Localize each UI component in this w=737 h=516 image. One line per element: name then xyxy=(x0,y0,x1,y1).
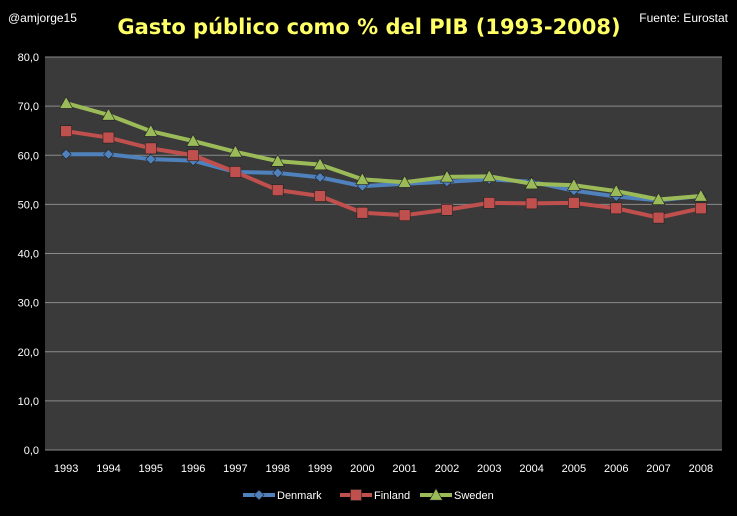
legend-label-denmark: Denmark xyxy=(277,490,322,502)
data-point-finland xyxy=(102,131,115,144)
data-point-sweden xyxy=(355,172,370,185)
series-line-sweden xyxy=(64,101,703,202)
data-point-finland xyxy=(60,125,72,137)
source-label: Fuente: Eurostat xyxy=(639,11,728,25)
data-point-finland xyxy=(568,197,580,209)
x-tick-label: 1998 xyxy=(265,463,289,475)
data-point-sweden xyxy=(59,96,74,109)
data-point-sweden xyxy=(397,175,412,188)
data-point-finland xyxy=(695,202,707,215)
gridlines xyxy=(45,56,722,451)
data-point-sweden xyxy=(228,144,243,158)
y-tick-label: 50,0 xyxy=(18,199,39,211)
legend: Denmark Finland Sweden xyxy=(243,487,494,502)
x-tick-label: 1997 xyxy=(223,463,247,475)
x-tick-label: 2001 xyxy=(392,463,416,475)
data-point-denmark xyxy=(272,167,284,179)
x-tick-label: 2008 xyxy=(689,463,713,475)
data-point-sweden xyxy=(270,154,285,167)
data-point-denmark xyxy=(60,148,72,160)
data-point-sweden xyxy=(609,183,624,197)
y-tick-label: 80,0 xyxy=(18,52,39,64)
y-tick-label: 10,0 xyxy=(18,396,39,408)
legend-label-finland: Finland xyxy=(374,490,410,502)
y-tick-label: 60,0 xyxy=(18,150,39,162)
series-line-finland xyxy=(64,129,703,220)
data-point-finland xyxy=(314,190,326,202)
data-point-sweden xyxy=(143,124,158,137)
x-tick-label: 2004 xyxy=(519,463,543,475)
data-point-finland xyxy=(229,166,242,178)
series-sweden xyxy=(59,96,708,205)
data-point-sweden xyxy=(101,107,116,121)
data-point-finland xyxy=(525,197,538,210)
x-tick-label: 1999 xyxy=(308,463,332,475)
series-layer xyxy=(59,96,708,224)
y-tick-label: 0,0 xyxy=(24,445,39,457)
legend-label-sweden: Sweden xyxy=(454,490,494,502)
x-tick-label: 1993 xyxy=(54,463,78,475)
data-point-finland xyxy=(398,209,411,221)
data-point-finland xyxy=(652,211,665,224)
x-tick-label: 2002 xyxy=(435,463,459,475)
y-tick-label: 70,0 xyxy=(18,101,39,113)
legend-marker-denmark xyxy=(253,489,265,501)
x-tick-label: 2005 xyxy=(562,463,586,475)
x-axis-tick-labels: 1993 1994 1995 1996 1997 1998 1999 2000 2001 2002… xyxy=(54,463,713,475)
data-point-denmark xyxy=(314,171,326,183)
x-tick-label: 2006 xyxy=(604,463,628,475)
data-point-denmark xyxy=(145,153,157,165)
data-point-sweden xyxy=(482,169,497,182)
data-point-sweden xyxy=(693,188,708,202)
x-tick-label: 1994 xyxy=(96,463,120,475)
series-line-denmark xyxy=(64,152,703,203)
data-point-sweden xyxy=(313,157,328,171)
chart-title: Gasto público como % del PIB (1993-2008) xyxy=(117,15,620,39)
data-point-finland xyxy=(483,197,496,209)
series-finland xyxy=(60,125,707,224)
y-tick-label: 30,0 xyxy=(18,298,39,310)
data-point-finland xyxy=(356,206,369,219)
y-tick-label: 40,0 xyxy=(18,249,39,261)
data-point-finland xyxy=(441,203,453,216)
data-point-finland xyxy=(610,202,623,215)
data-point-sweden xyxy=(524,176,539,190)
data-point-finland xyxy=(187,149,199,162)
author-handle: @amjorge15 xyxy=(8,11,77,25)
legend-marker-finland xyxy=(350,489,362,501)
data-point-finland xyxy=(144,142,157,155)
legend-marker-sweden xyxy=(428,487,444,501)
y-tick-label: 20,0 xyxy=(18,347,39,359)
x-tick-label: 2003 xyxy=(477,463,501,475)
data-point-sweden xyxy=(651,192,666,205)
x-tick-label: 2000 xyxy=(350,463,374,475)
data-point-finland xyxy=(271,184,284,196)
x-tick-label: 1996 xyxy=(181,463,205,475)
x-tick-label: 1995 xyxy=(139,463,163,475)
data-point-sweden xyxy=(566,178,581,191)
data-point-denmark xyxy=(103,148,114,160)
data-point-sweden xyxy=(186,133,201,147)
x-tick-label: 2007 xyxy=(646,463,670,475)
y-axis-tick-labels: 0,0 10,0 20,0 30,0 40,0 50,0 60,0 70,0 80,0 xyxy=(18,52,39,457)
data-point-sweden xyxy=(439,169,454,183)
